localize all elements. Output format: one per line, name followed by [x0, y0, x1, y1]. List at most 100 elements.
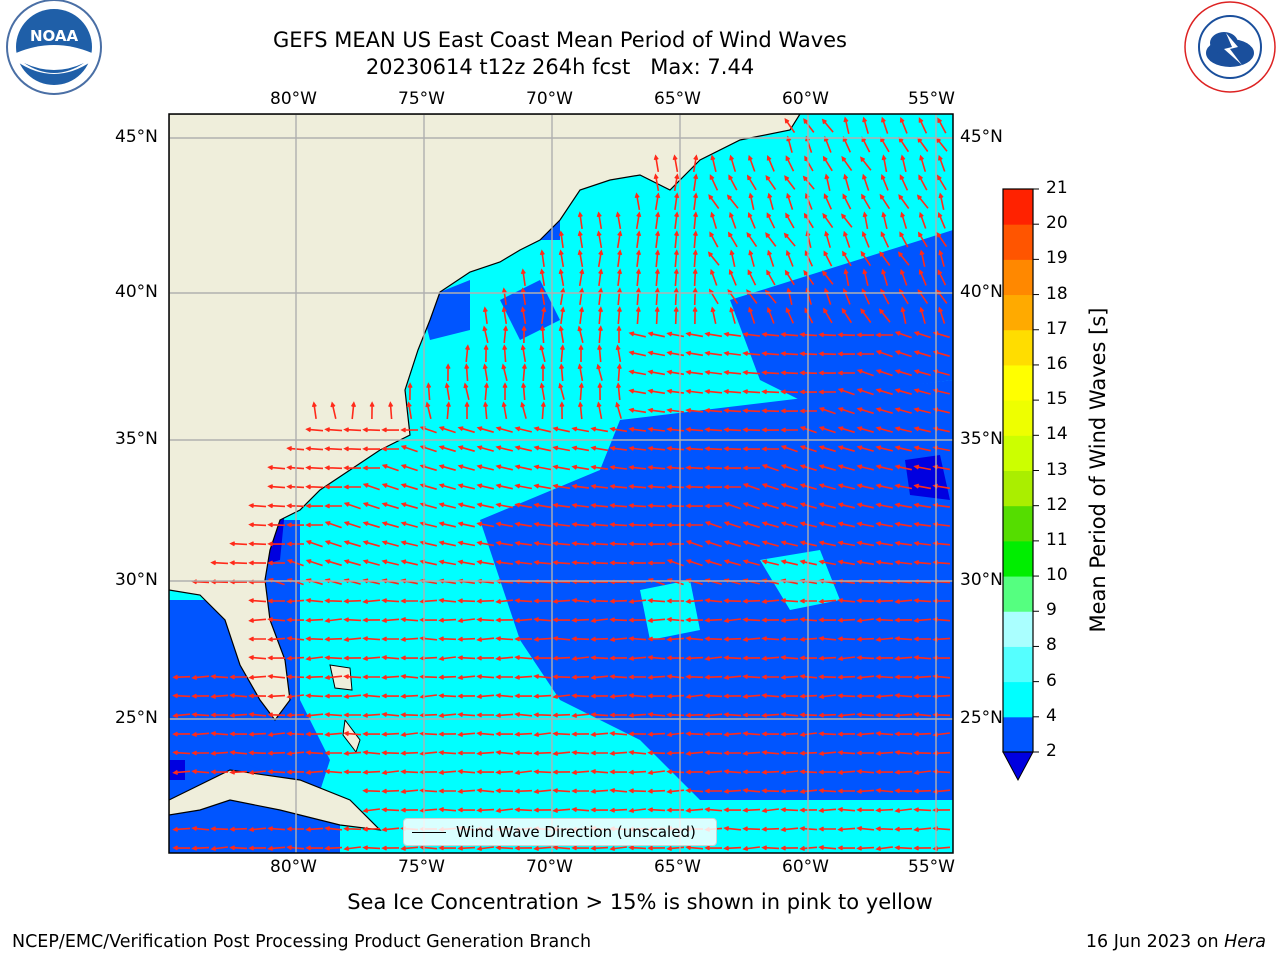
wind-arrow	[628, 369, 647, 376]
wind-arrow	[533, 845, 552, 851]
wind-arrow	[723, 369, 742, 375]
wind-arrow	[248, 541, 267, 547]
wind-arrow	[685, 484, 704, 490]
wind-arrow	[445, 401, 451, 420]
wind-arrow	[514, 636, 532, 642]
wind-arrow	[495, 445, 513, 452]
wind-arrow	[666, 503, 685, 509]
wind-arrow	[571, 788, 589, 794]
wind-arrow	[685, 807, 704, 813]
wind-arrow	[495, 845, 514, 851]
wind-arrow	[937, 117, 947, 134]
wind-arrow	[761, 389, 780, 395]
wind-arrow	[723, 825, 742, 831]
wind-arrow	[780, 445, 798, 453]
wind-arrow	[210, 826, 229, 832]
wind-arrow	[729, 154, 737, 172]
wind-arrow	[501, 287, 507, 306]
wind-arrow	[533, 521, 552, 527]
wind-arrow	[666, 750, 685, 756]
colorbar-tick-label: 2	[1046, 741, 1057, 761]
wind-arrow	[552, 731, 571, 737]
wind-arrow	[841, 155, 853, 172]
wind-arrow	[704, 617, 723, 623]
wind-arrow	[362, 712, 381, 718]
wind-arrow	[495, 599, 514, 605]
wind-arrow	[818, 788, 837, 794]
wind-arrow	[521, 363, 527, 382]
wind-arrow	[400, 617, 419, 623]
wind-arrow	[647, 655, 666, 661]
wind-arrow	[747, 211, 756, 229]
wind-arrow	[381, 711, 400, 717]
wind-arrow	[837, 407, 855, 415]
wind-arrow	[894, 464, 912, 471]
wind-arrow	[577, 401, 583, 420]
wind-arrow	[635, 287, 641, 306]
wind-arrow	[343, 465, 362, 471]
colorbar-tick-label: 20	[1046, 213, 1068, 234]
wind-arrow	[837, 559, 856, 566]
wind-arrow	[765, 232, 777, 247]
wind-arrow	[533, 540, 552, 546]
wind-arrow	[875, 369, 893, 377]
wind-arrow	[761, 502, 779, 510]
wind-arrow	[438, 540, 456, 547]
wind-arrow	[590, 426, 609, 433]
wind-arrow	[457, 540, 476, 547]
wind-arrow	[818, 712, 837, 718]
wind-arrow	[837, 807, 856, 813]
wind-arrow	[248, 655, 267, 661]
wind-arrow	[837, 370, 855, 376]
wind-arrow	[343, 674, 362, 680]
wind-arrow	[628, 484, 647, 490]
wind-arrow	[172, 826, 191, 832]
wind-arrow	[799, 655, 818, 661]
colorbar-segment	[1003, 224, 1033, 260]
wind-arrow	[875, 787, 894, 793]
wind-arrow	[248, 731, 267, 737]
wind-arrow	[875, 750, 894, 756]
wind-arrow	[862, 211, 869, 230]
colorbar-tick-label: 9	[1046, 600, 1057, 621]
wind-arrow	[647, 541, 666, 547]
wind-arrow	[742, 674, 761, 680]
lat-label-left-30n: 30°N	[115, 570, 158, 590]
wind-arrow	[666, 807, 685, 813]
wind-arrow	[615, 382, 621, 401]
wind-arrow	[894, 445, 912, 452]
wind-arrow	[571, 426, 590, 433]
wind-arrow	[514, 788, 533, 794]
wind-arrow	[628, 541, 647, 547]
wind-arrow	[210, 750, 229, 756]
wind-arrow	[635, 211, 642, 230]
wind-arrow	[653, 154, 660, 173]
wind-arrow	[609, 617, 628, 623]
wind-arrow	[596, 401, 603, 420]
wind-arrow	[533, 483, 552, 490]
wind-arrow	[742, 540, 760, 547]
wind-arrow	[552, 521, 571, 527]
wind-arrow	[647, 598, 666, 604]
lon-label-bottom-55w: 55°W	[908, 857, 955, 877]
wind-arrow	[673, 306, 679, 325]
wind-arrow	[559, 363, 565, 382]
wind-arrow	[324, 484, 343, 490]
wind-arrow	[495, 540, 514, 547]
wind-arrow	[267, 522, 286, 528]
wind-arrow	[324, 503, 342, 509]
wind-arrow	[343, 521, 361, 529]
wind-arrow	[861, 230, 870, 248]
wind-arrow	[837, 351, 856, 357]
wind-arrow	[919, 154, 927, 172]
wind-arrow	[438, 788, 456, 794]
wind-arrow	[875, 617, 894, 623]
islands	[329, 664, 361, 754]
wind-arrow	[742, 502, 760, 510]
lat-label-left-40n: 40°N	[115, 282, 158, 302]
wind-arrow	[856, 332, 875, 338]
wind-arrow	[875, 540, 894, 547]
wind-arrow	[780, 711, 799, 717]
wind-arrow	[728, 174, 738, 191]
wind-arrow	[476, 483, 494, 490]
